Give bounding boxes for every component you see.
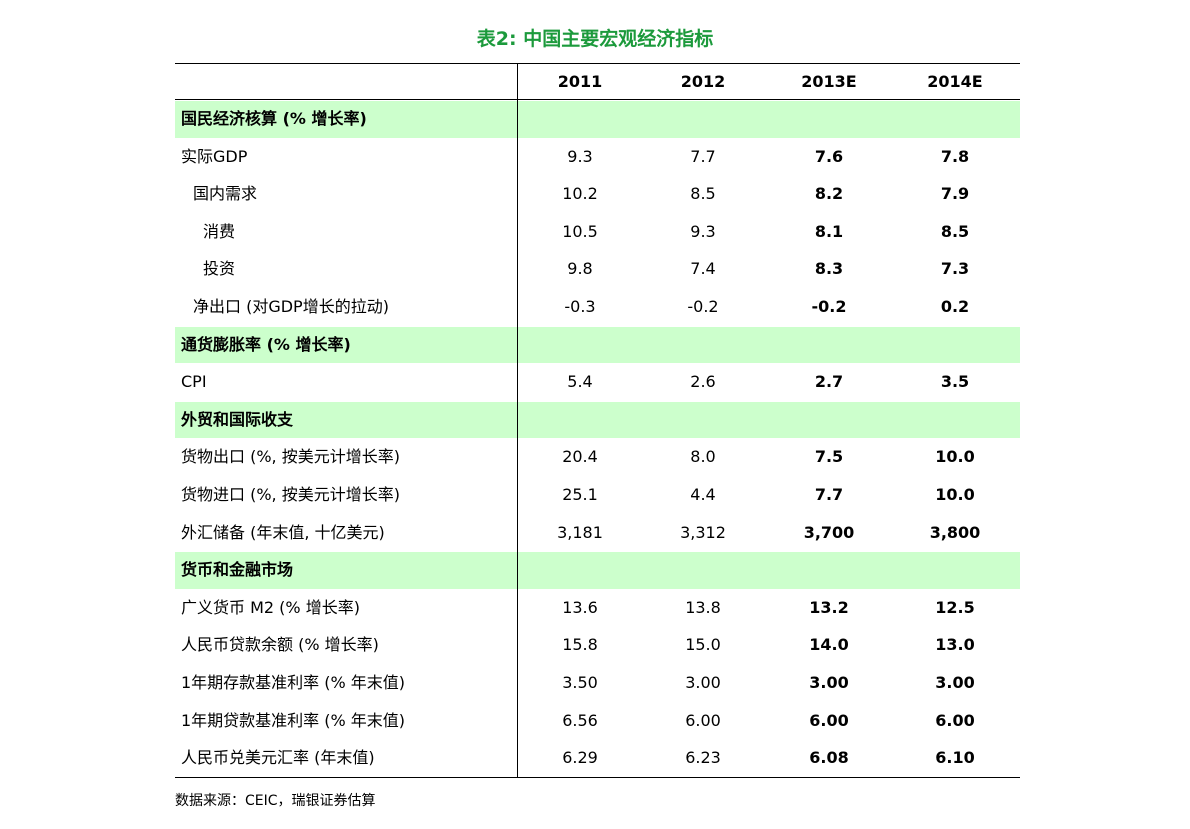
row-label: 消费: [203, 221, 236, 241]
row-label: 实际GDP: [181, 146, 248, 166]
section-title: 通货膨胀率 (% 增长率): [181, 334, 351, 354]
section-title: 外贸和国际收支: [181, 409, 294, 429]
value-cell: 7.9: [940, 184, 970, 204]
row-label: 人民币兑美元汇率 (年末值): [181, 748, 375, 768]
value-cell: 3,800: [929, 522, 981, 542]
source-note: 数据来源：CEIC，瑞银证券估算: [175, 793, 376, 809]
value-cell: 13.0: [935, 635, 975, 655]
value-cell: 13.8: [685, 597, 721, 617]
value-cell: 10.0: [935, 447, 975, 467]
value-cell: 6.00: [685, 710, 721, 730]
value-cell: 2.7: [814, 372, 844, 392]
section-title: 国民经济核算 (% 增长率): [181, 109, 367, 128]
value-cell: 3.00: [685, 673, 721, 692]
value-cell: 15.8: [562, 635, 598, 655]
row-label: 外汇储备 (年末值, 十亿美元): [181, 522, 385, 542]
value-cell: 7.6: [814, 146, 844, 166]
table-title: 表2: 中国主要宏观经济指标: [476, 28, 714, 50]
value-cell: 20.4: [562, 447, 598, 467]
row-label: 货物出口 (%, 按美元计增长率): [181, 447, 400, 467]
value-cell: 13.6: [562, 597, 598, 617]
value-cell: 7.7: [814, 485, 844, 504]
value-cell: 3.00: [809, 673, 849, 692]
column-divider: [517, 63, 518, 777]
value-cell: 3.00: [935, 673, 975, 692]
row-label: 货物进口 (%, 按美元计增长率): [181, 485, 400, 504]
row-label: 国内需求: [193, 184, 258, 204]
value-cell: 8.2: [814, 184, 844, 204]
value-cell: 6.56: [562, 710, 598, 730]
value-cell: 8.0: [690, 447, 716, 467]
value-cell: 10.2: [562, 184, 598, 204]
value-cell: 4.4: [690, 485, 716, 504]
value-cell: 14.0: [809, 635, 849, 655]
row-label: 投资: [203, 259, 236, 279]
value-cell: 6.08: [809, 748, 849, 768]
value-cell: 7.4: [690, 259, 716, 279]
value-cell: 7.3: [940, 259, 970, 279]
column-header: 2013E: [801, 72, 857, 91]
value-cell: 15.0: [685, 635, 721, 655]
value-cell: 6.10: [935, 748, 975, 768]
row-label: 广义货币 M2 (% 增长率): [181, 597, 360, 617]
value-cell: 9.3: [567, 146, 593, 166]
value-cell: 8.3: [814, 259, 844, 279]
value-cell: 5.4: [567, 372, 593, 392]
value-cell: 3.50: [562, 673, 598, 692]
value-cell: 8.5: [690, 184, 716, 204]
value-cell: 6.00: [809, 710, 849, 730]
value-cell: 12.5: [935, 597, 975, 617]
row-label: CPI: [181, 372, 207, 392]
value-cell: 7.8: [940, 146, 970, 166]
column-header: 2014E: [927, 72, 983, 91]
value-cell: 3,312: [680, 522, 726, 542]
value-cell: -0.2: [687, 297, 719, 316]
header-rule: [175, 99, 1020, 100]
row-label: 人民币贷款余额 (% 增长率): [181, 635, 379, 655]
value-cell: 10.5: [562, 221, 598, 241]
value-cell: 3,181: [557, 522, 603, 542]
value-cell: 8.1: [814, 221, 844, 241]
column-header: 2011: [557, 72, 603, 91]
value-cell: 3,700: [803, 522, 855, 542]
value-cell: -0.3: [564, 297, 596, 316]
table-bottom-rule: [175, 776, 1020, 778]
value-cell: 13.2: [809, 597, 849, 617]
value-cell: 6.00: [935, 710, 975, 730]
value-cell: 7.7: [690, 146, 716, 166]
section-title: 货币和金融市场: [181, 560, 294, 580]
value-cell: 0.2: [940, 297, 970, 316]
value-cell: 6.29: [562, 748, 598, 768]
table-top-rule: [175, 63, 1020, 64]
value-cell: 10.0: [935, 485, 975, 504]
value-cell: 3.5: [940, 372, 970, 392]
value-cell: 8.5: [940, 221, 970, 241]
value-cell: 7.5: [814, 447, 844, 467]
section-band: [175, 552, 1020, 589]
section-band: [175, 101, 1020, 138]
row-label: 1年期贷款基准利率 (% 年末值): [181, 710, 406, 730]
row-label: 1年期存款基准利率 (% 年末值): [181, 673, 406, 692]
section-band: [175, 401, 1020, 439]
row-label: 净出口 (对GDP增长的拉动): [193, 297, 389, 316]
value-cell: 9.3: [690, 221, 716, 241]
value-cell: 6.23: [685, 748, 721, 768]
value-cell: 2.6: [690, 372, 716, 392]
section-band: [175, 326, 1020, 364]
value-cell: -0.2: [811, 297, 847, 316]
value-cell: 25.1: [562, 485, 598, 504]
column-header: 2012: [680, 72, 726, 91]
value-cell: 9.8: [567, 259, 593, 279]
